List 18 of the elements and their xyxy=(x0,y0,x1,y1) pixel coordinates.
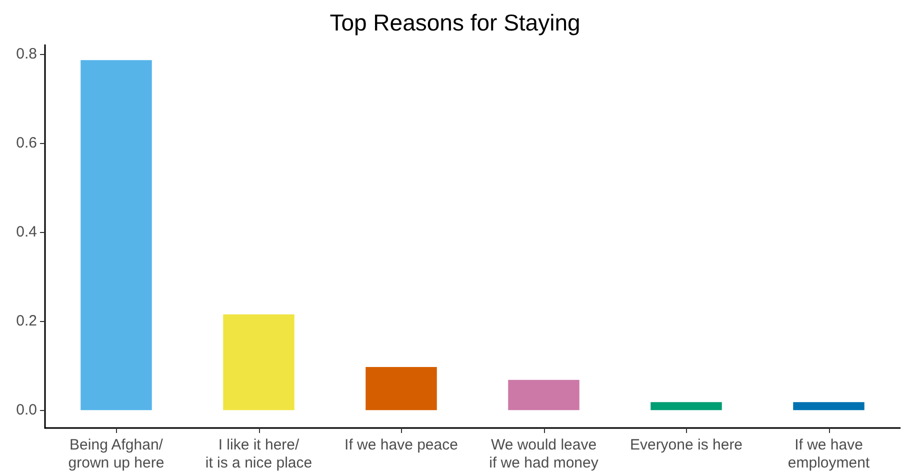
y-tick-label: 0.2 xyxy=(16,312,37,330)
x-tick-label: If we have peace xyxy=(344,436,458,454)
bar xyxy=(80,60,152,410)
x-tick-label: If we have employment xyxy=(788,436,870,472)
y-tick-label: 0.4 xyxy=(16,224,37,241)
x-tick-label: Everyone is here xyxy=(630,436,743,454)
x-tick-label: We would leave if we had money xyxy=(489,436,599,472)
y-tick-label: 0.0 xyxy=(16,402,37,419)
bar xyxy=(223,314,294,410)
bar xyxy=(793,402,864,410)
bar xyxy=(366,366,437,410)
y-tick-label: 0.8 xyxy=(16,45,37,62)
y-tick-label: 0.6 xyxy=(16,134,37,152)
x-tick-label: I like it here/ it is a nice place xyxy=(205,436,312,472)
bar xyxy=(650,402,722,410)
x-tick-label: Being Afghan/ grown up here xyxy=(68,436,164,472)
chart-title: Top Reasons for Staying xyxy=(330,10,580,36)
bar xyxy=(508,380,580,410)
